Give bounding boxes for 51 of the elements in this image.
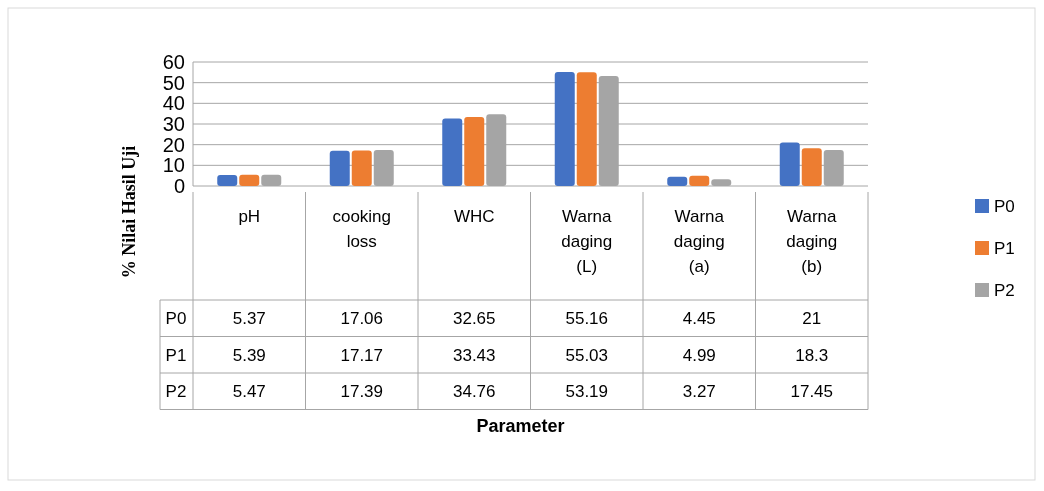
data-label: 53.19 <box>565 382 609 402</box>
bar <box>801 148 822 186</box>
data-label: 18.3 <box>795 345 829 365</box>
data-label: 4.99 <box>682 345 716 365</box>
data-label: 55.03 <box>565 345 609 365</box>
y-tick-label: 50 <box>162 71 185 94</box>
data-label: 21 <box>802 309 822 329</box>
bar <box>779 142 800 186</box>
data-label: 4.45 <box>682 309 716 329</box>
y-tick-label: 30 <box>162 113 185 135</box>
bar <box>351 150 372 186</box>
x-tick-label: Warna daging (b) <box>786 207 838 276</box>
data-label: 32.65 <box>452 309 496 329</box>
data-label: 5.39 <box>232 345 266 365</box>
data-label: 55.16 <box>565 309 609 329</box>
bar <box>239 174 260 186</box>
data-label: 17.39 <box>340 382 384 402</box>
bar <box>689 175 710 186</box>
data-label: 33.43 <box>452 345 496 365</box>
x-tick-label: cooking loss <box>332 207 392 251</box>
bar <box>217 174 238 186</box>
y-axis-title: % Nilai Hasil Uji <box>119 145 139 279</box>
y-tick-label: 40 <box>162 92 185 115</box>
data-label: 3.27 <box>682 382 716 402</box>
legend-label: P2 <box>994 280 1015 300</box>
x-tick-label: pH <box>238 207 261 226</box>
text: P0 <box>165 309 187 329</box>
bar <box>554 72 575 186</box>
x-tick-label: Warna daging (a) <box>673 207 725 276</box>
bar <box>667 176 688 186</box>
y-tick-label: 0 <box>173 175 185 197</box>
y-tick-label: 20 <box>162 133 185 156</box>
legend-label: P0 <box>994 196 1015 216</box>
legend-label: P1 <box>994 238 1015 258</box>
bar <box>464 116 485 186</box>
data-label: 17.45 <box>790 382 834 402</box>
bar <box>442 118 463 186</box>
x-tick-label: Warna daging (L) <box>561 207 613 276</box>
text: P2 <box>165 382 187 402</box>
data-label: 34.76 <box>452 382 496 402</box>
data-label: 5.47 <box>232 382 266 402</box>
y-tick-label: 60 <box>162 51 185 73</box>
bar <box>329 150 350 186</box>
data-label: 5.37 <box>232 309 266 329</box>
text: P1 <box>165 345 187 365</box>
y-tick-label: 10 <box>162 154 185 177</box>
text: Parameter <box>476 416 565 436</box>
x-tick-label: WHC <box>453 207 495 226</box>
data-label: 17.06 <box>340 309 384 329</box>
bar <box>576 72 597 186</box>
data-label: 17.17 <box>340 345 384 365</box>
